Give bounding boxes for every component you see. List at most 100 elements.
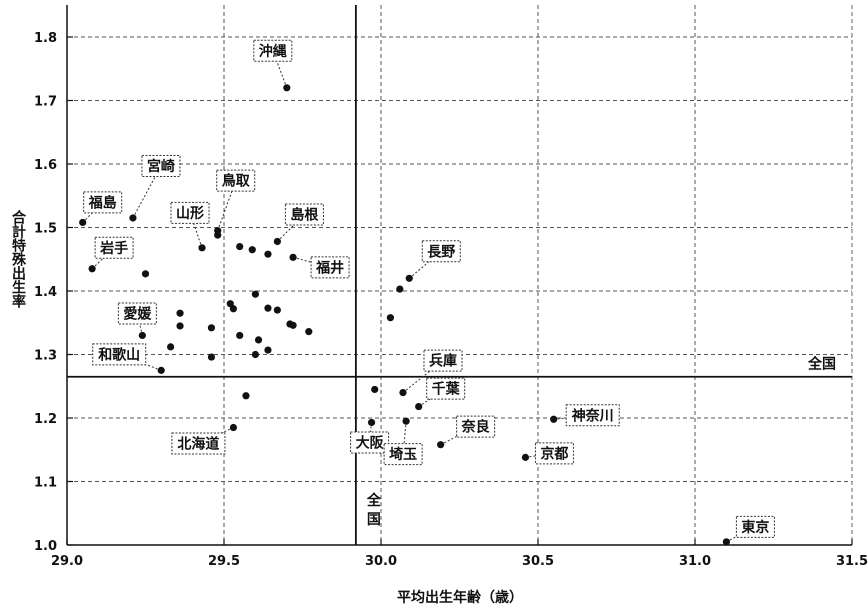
label-box	[253, 39, 293, 62]
label-box	[216, 169, 256, 192]
label-box	[534, 442, 574, 465]
national-h-label: 全国	[807, 356, 836, 373]
point-label: 京都	[540, 445, 568, 462]
data-point	[264, 346, 272, 354]
x-tick-label: 30.0	[365, 554, 397, 569]
point-label: 和歌山	[98, 346, 140, 363]
data-point	[229, 423, 238, 432]
data-point	[405, 274, 413, 282]
grid-lines	[67, 5, 853, 545]
label-box	[423, 349, 463, 372]
label-box	[83, 191, 123, 214]
data-point	[242, 392, 250, 400]
label-box	[565, 404, 620, 427]
point-label: 山形	[176, 205, 204, 222]
point-label: 福島	[88, 194, 117, 211]
label-leader-line	[402, 360, 444, 393]
data-point	[176, 322, 184, 330]
data-point	[415, 402, 423, 411]
data-point	[176, 309, 184, 317]
y-tick-label: 1.5	[34, 222, 57, 237]
point-label: 宮崎	[147, 158, 175, 175]
point-label: 島根	[290, 206, 319, 223]
point-label: 奈良	[461, 419, 490, 436]
point-label: 沖縄	[259, 43, 287, 60]
point-label: 愛媛	[123, 305, 152, 322]
x-axis-title: 平均出生年齢（歳）	[397, 589, 523, 606]
x-tick-label: 31.5	[836, 554, 868, 569]
label-leader-line	[82, 202, 104, 223]
data-point	[273, 306, 281, 314]
point-label: 埼玉	[389, 446, 417, 463]
data-point	[367, 418, 376, 427]
data-point	[254, 336, 263, 344]
label-box	[170, 201, 210, 224]
label-box	[117, 302, 157, 325]
data-point	[88, 265, 96, 273]
point-label: 千葉	[432, 381, 461, 398]
x-tick-label: 31.0	[679, 554, 711, 569]
x-tick-label: 29.5	[208, 554, 240, 569]
point-label: 北海道	[177, 436, 219, 453]
label-box	[171, 432, 226, 455]
y-axis-title: 合計特殊出生率	[10, 209, 26, 309]
y-tick-label: 1.7	[34, 95, 57, 110]
data-point	[273, 237, 281, 246]
y-tick-label: 1.2	[34, 412, 57, 427]
data-point	[264, 304, 272, 312]
label-box	[421, 240, 461, 263]
data-point	[198, 244, 206, 252]
x-tick-label: 29.0	[51, 554, 83, 569]
data-point	[371, 385, 379, 394]
data-point	[251, 290, 259, 298]
label-box	[735, 515, 775, 538]
axes	[66, 5, 853, 546]
data-point	[248, 246, 256, 254]
label-box	[426, 377, 466, 400]
y-tick-label: 1.0	[34, 539, 57, 554]
point-label: 東京	[741, 519, 769, 536]
data-point	[138, 331, 146, 340]
point-label: 大阪	[356, 434, 385, 451]
label-box	[310, 256, 350, 279]
label-box	[141, 154, 181, 177]
label-box	[456, 415, 496, 438]
data-point	[236, 331, 244, 340]
data-point	[229, 305, 238, 313]
data-point	[399, 389, 407, 397]
data-point	[207, 353, 216, 361]
data-point	[437, 441, 445, 449]
point-label: 鳥取	[222, 173, 251, 190]
data-point	[289, 253, 297, 261]
data-point	[402, 417, 410, 425]
data-point	[79, 218, 87, 227]
label-box	[284, 203, 324, 226]
point-label: 兵庫	[429, 353, 457, 370]
y-tick-label: 1.4	[34, 285, 57, 300]
point-label: 長野	[427, 244, 455, 260]
national-v-label-char: 全	[366, 492, 382, 509]
data-point	[550, 415, 558, 423]
label-box	[94, 236, 134, 259]
national-v-label-char: 国	[367, 512, 381, 528]
data-point	[722, 538, 731, 546]
label-box	[92, 343, 147, 366]
data-point	[236, 242, 244, 251]
y-tick-label: 1.8	[34, 31, 57, 46]
y-tick-labels: 1.0 1.1 1.2 1.3 1.4 1.5 1.6 1.7 1.8	[34, 31, 57, 554]
point-label: 神奈川	[572, 407, 614, 424]
data-point	[157, 366, 165, 374]
label-leader-line	[402, 421, 407, 455]
x-tick-label: 30.5	[522, 554, 554, 569]
data-point	[289, 321, 297, 329]
y-tick-label: 1.3	[34, 349, 57, 364]
y-tick-label: 1.1	[34, 476, 57, 491]
data-point	[141, 270, 150, 278]
data-point	[207, 324, 216, 332]
data-point	[305, 328, 313, 336]
label-leaders	[82, 50, 756, 543]
data-points	[79, 84, 731, 546]
